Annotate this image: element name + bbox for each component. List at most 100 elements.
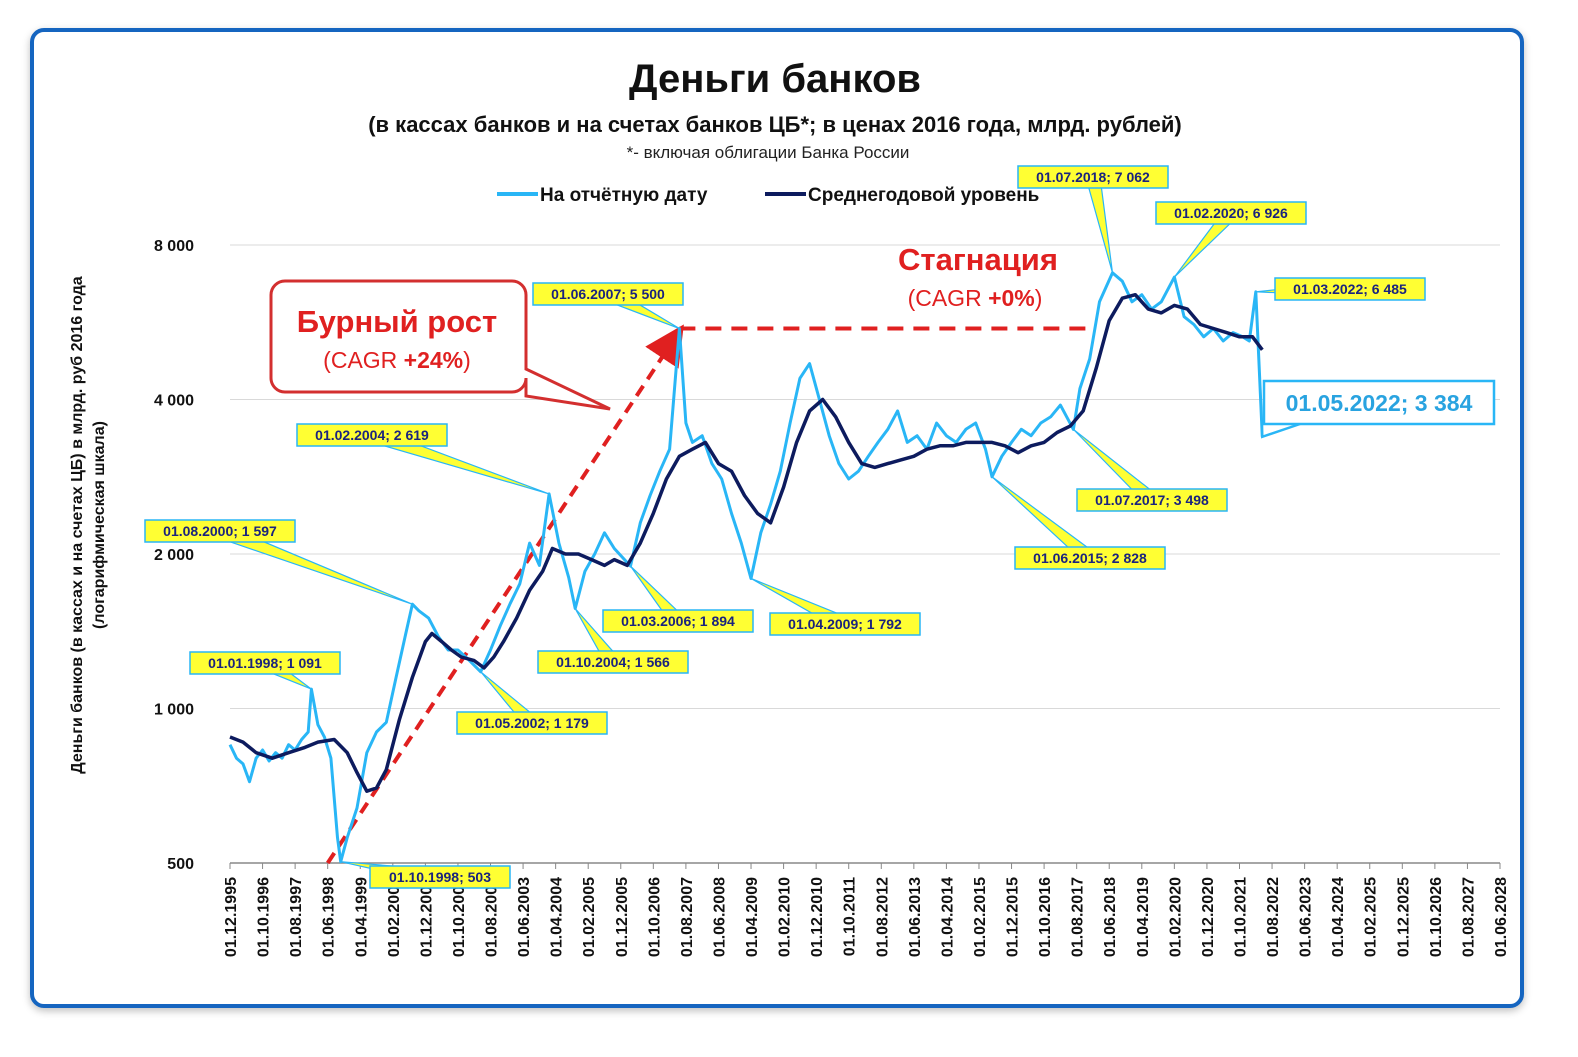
callout-box	[189, 651, 341, 675]
x-tick-label: 01.12.1995	[223, 877, 240, 957]
callout-label: 01.03.2006; 1 894	[621, 613, 735, 629]
x-tick-label: 01.12.2025	[1395, 877, 1412, 957]
x-tick-label: 01.12.2010	[809, 877, 826, 957]
growth-title: Бурный рост	[297, 304, 497, 339]
callout-label: 01.05.2002; 1 179	[475, 715, 589, 731]
x-tick-label: 01.02.2020	[1167, 877, 1184, 957]
x-tick-label: 01.08.2002	[484, 877, 501, 957]
x-tick-label: 01.10.2021	[1232, 877, 1249, 957]
growth-cagr-suffix: )	[463, 347, 471, 373]
callout-box	[296, 423, 448, 447]
latest-value-box	[1262, 379, 1496, 426]
growth-trend-arrow	[326, 324, 684, 865]
callout-label: 01.10.1998; 503	[389, 869, 491, 885]
callout-labels: 01.01.1998; 1 091 01.10.1998; 503 01.08.20…	[144, 165, 1426, 889]
x-tick-label: 01.08.2007	[679, 877, 696, 957]
x-tick-label: 01.06.2023	[1298, 877, 1315, 957]
callout-label: 01.04.2009; 1 792	[788, 616, 902, 632]
growth-annotation: Бурный рост (CAGR +24%)	[269, 279, 611, 411]
legend-label-reporting: На отчётную дату	[540, 185, 708, 206]
callout-label: 01.01.1998; 1 091	[208, 655, 322, 671]
x-tick-label: 01.12.2015	[1005, 877, 1022, 957]
stagnation-cagr-suffix: )	[1035, 285, 1043, 311]
latest-value-text: 01.05.2022; 3 384	[1286, 390, 1473, 416]
stagnation-annotation: Стагнация (CAGR +0%)	[898, 242, 1058, 311]
x-tick-label: 01.04.2009	[744, 877, 761, 957]
x-tick-label: 01.06.2028	[1493, 877, 1510, 957]
y-tick-label: 2 000	[154, 547, 194, 564]
callout-box	[532, 282, 684, 306]
y-tick-label: 8 000	[154, 238, 194, 255]
x-tick-label: 01.10.2026	[1428, 877, 1445, 957]
trend-lines	[326, 324, 1090, 865]
growth-cagr: (CAGR +24%)	[323, 347, 471, 373]
callout-box	[456, 711, 608, 735]
x-tick-label: 01.08.2027	[1460, 877, 1477, 957]
chart-footnote: *- включая облигации Банка России	[627, 143, 910, 162]
latest-value-pointer	[1260, 422, 1301, 439]
callout-box	[537, 650, 689, 674]
chart-subtitle: (в кассах банков и на счетах банков ЦБ*;…	[368, 112, 1182, 137]
stagnation-cagr-value: +0%	[988, 285, 1035, 311]
growth-callout-bubble	[269, 279, 611, 411]
latest-value-callout: 01.05.2022; 3 384	[1260, 379, 1496, 439]
callout-label: 01.10.2004; 1 566	[556, 654, 670, 670]
series-line-reporting-date	[228, 271, 1264, 864]
x-tick-label: 01.06.2003	[516, 877, 533, 957]
callout-label: 01.02.2004; 2 619	[315, 427, 429, 443]
y-axis-title: Деньги банков (в кассах и на счетах ЦБ) …	[69, 276, 108, 773]
x-tick-label: 01.02.2025	[1363, 877, 1380, 957]
x-tick-label: 01.04.2014	[939, 877, 956, 957]
x-tick-label: 01.02.2015	[972, 877, 989, 957]
y-axis-title-line1: Деньги банков (в кассах и на счетах ЦБ) …	[69, 276, 86, 773]
x-tick-label: 01.06.2018	[1102, 877, 1119, 957]
x-tick-label: 01.08.2012	[874, 877, 891, 957]
x-tick-label: 01.10.1996	[256, 877, 273, 957]
callout-box	[1076, 488, 1228, 512]
chart-title: Деньги банков	[629, 57, 921, 101]
y-axis-title-line2: (логарифмическая шкала)	[91, 421, 108, 629]
callout-label: 01.06.2007; 5 500	[551, 286, 665, 302]
callout-box	[769, 612, 921, 636]
callout-label: 01.08.2000; 1 597	[163, 523, 277, 539]
stagnation-cagr: (CAGR +0%)	[908, 285, 1043, 311]
x-tick-label: 01.04.2004	[549, 877, 566, 957]
callout-box	[1274, 277, 1426, 301]
callout-box	[602, 609, 754, 633]
x-tick-label: 01.12.2000	[418, 877, 435, 957]
chart-frame	[30, 28, 1524, 1008]
callout-label: 01.02.2020; 6 926	[1174, 205, 1288, 221]
x-tick-label: 01.04.1999	[353, 877, 370, 957]
callout-box	[144, 519, 296, 543]
x-tick-label: 01.06.2013	[907, 877, 924, 957]
legend: На отчётную дату Среднегодовой уровень	[497, 185, 1039, 206]
x-axis-ticks: 01.12.1995 01.10.1996 01.08.1997 01.06.1998…	[223, 863, 1510, 957]
x-tick-label: 01.12.2005	[614, 877, 631, 957]
callout-box	[369, 865, 511, 889]
stagnation-title: Стагнация	[898, 242, 1058, 277]
x-tick-label: 01.10.2016	[1037, 877, 1054, 957]
x-tick-label: 01.04.2019	[1135, 877, 1152, 957]
x-tick-label: 01.10.2011	[842, 877, 859, 956]
x-tick-label: 01.02.2010	[777, 877, 794, 957]
x-tick-label: 01.02.2005	[581, 877, 598, 957]
x-tick-label: 01.12.2020	[1200, 877, 1217, 957]
callout-label: 01.06.2015; 2 828	[1033, 550, 1147, 566]
x-tick-label: 01.10.2001	[451, 877, 468, 957]
y-tick-label: 4 000	[154, 393, 194, 410]
legend-label-average: Среднегодовой уровень	[808, 185, 1039, 206]
callout-label: 01.07.2017; 3 498	[1095, 492, 1209, 508]
x-tick-label: 01.08.2022	[1265, 877, 1282, 957]
callout-box	[1014, 546, 1166, 570]
x-tick-label: 01.10.2006	[646, 877, 663, 957]
x-tick-label: 01.04.2024	[1330, 877, 1347, 957]
y-axis-ticks: 500 1 000 2 000 4 000 8 000	[154, 238, 194, 873]
y-tick-label: 500	[167, 856, 194, 873]
x-tick-label: 01.06.2008	[711, 877, 728, 957]
growth-cagr-value: +24%	[404, 347, 463, 373]
callout-box	[1155, 201, 1307, 225]
y-tick-label: 1 000	[154, 702, 194, 719]
x-tick-label: 01.08.2017	[1070, 877, 1087, 957]
callout-label: 01.07.2018; 7 062	[1036, 169, 1150, 185]
